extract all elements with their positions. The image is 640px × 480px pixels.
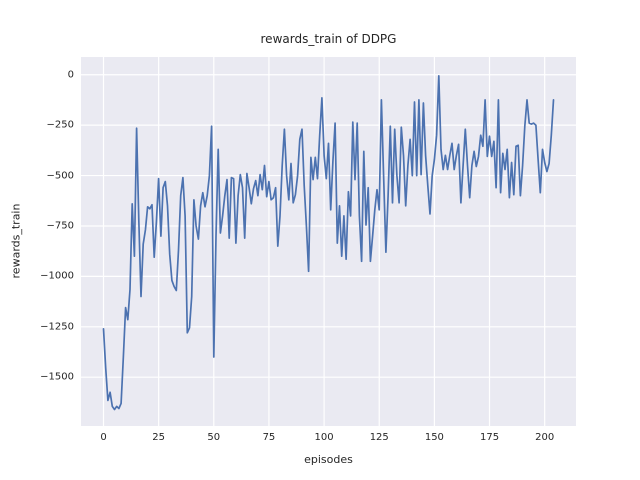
y-tick-label: −750	[46, 220, 74, 232]
x-tick-label: 50	[207, 432, 221, 443]
x-tick-label: 100	[314, 432, 334, 443]
rewards-line	[102, 74, 555, 411]
chart-title: rewards_train of DDPG	[260, 32, 397, 46]
x-tick-label: 200	[535, 432, 555, 443]
y-axis-label: rewards_train	[9, 203, 23, 279]
y-tick-label: −1500	[40, 371, 74, 383]
x-tick-label: 150	[424, 432, 444, 443]
y-tick-label: 0	[67, 69, 74, 81]
y-tick-label: −250	[46, 119, 74, 131]
y-tick-label: −1000	[40, 270, 74, 282]
x-tick-label: 0	[100, 432, 107, 443]
x-tick-label: 175	[479, 432, 500, 443]
x-tick-label: 25	[152, 432, 166, 443]
plot-area	[81, 57, 576, 426]
plot-canvas	[81, 57, 576, 426]
y-tick-label: −1250	[40, 321, 74, 333]
x-axis-label: episodes	[304, 453, 353, 466]
y-tick-label: −500	[46, 170, 74, 182]
x-tick-label: 75	[262, 432, 276, 443]
x-tick-label: 125	[369, 432, 389, 443]
